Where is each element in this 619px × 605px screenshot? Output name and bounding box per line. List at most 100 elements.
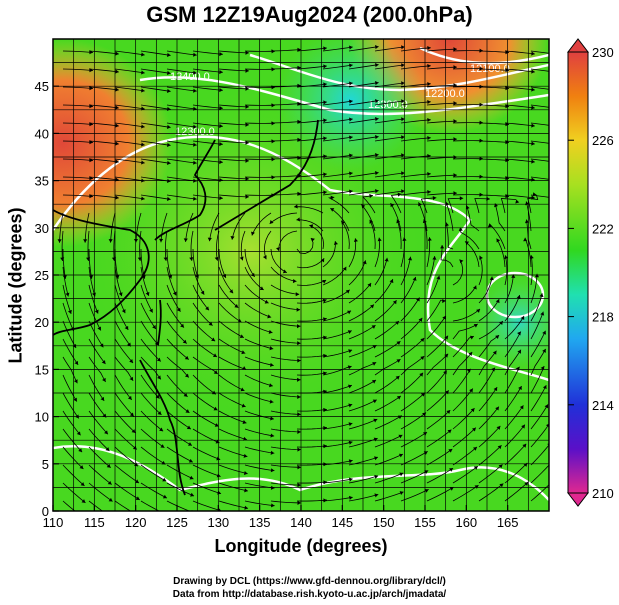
streamline-arrow [115, 195, 119, 200]
streamline [348, 100, 379, 106]
streamline-arrow [141, 196, 145, 201]
streamline [166, 338, 190, 360]
streamline-arrow [156, 357, 161, 362]
streamline [478, 194, 509, 197]
contour-line [249, 53, 549, 92]
streamline-arrow [374, 45, 379, 50]
streamline [166, 68, 197, 74]
y-tick-label: 0 [42, 504, 49, 519]
streamline-arrow [185, 409, 190, 413]
streamline [166, 410, 192, 430]
streamline-arrow [219, 195, 223, 201]
y-tick-label: 40 [35, 126, 49, 141]
streamline [400, 119, 431, 124]
streamline [478, 255, 483, 286]
colorbar-tick-label: 210 [592, 486, 614, 501]
streamline-arrow [264, 299, 269, 304]
streamline [348, 238, 357, 268]
streamline [525, 201, 532, 232]
streamline [140, 464, 167, 482]
streamline-arrow [371, 380, 376, 384]
streamline-arrow [297, 412, 301, 417]
streamline-arrow [323, 462, 327, 467]
streamline [244, 410, 274, 420]
streamline [270, 482, 301, 486]
streamline-arrow [374, 189, 379, 194]
streamline [504, 86, 535, 91]
streamline [244, 248, 256, 278]
streamline [218, 176, 249, 180]
streamline [374, 453, 404, 466]
streamline-arrow [511, 274, 516, 278]
streamline [166, 50, 197, 56]
streamline [270, 175, 301, 178]
streamline [166, 392, 190, 414]
streamline-arrow [495, 335, 500, 339]
streamline-arrow [418, 317, 423, 322]
streamline-arrow [230, 236, 235, 240]
streamline [218, 500, 249, 509]
streamline-arrow [115, 69, 119, 74]
streamline-arrow [374, 456, 378, 461]
streamline [348, 172, 379, 178]
streamline-arrow [539, 293, 544, 298]
streamline [88, 410, 109, 435]
streamline-arrow [322, 317, 327, 322]
streamline-arrow [427, 171, 431, 177]
streamline [374, 237, 380, 268]
streamline-arrow [453, 65, 457, 70]
streamline-arrow [427, 135, 431, 141]
streamline-arrow [397, 192, 402, 197]
streamline [447, 197, 464, 214]
streamline [270, 248, 288, 274]
streamline [140, 104, 171, 110]
streamline-arrow [419, 372, 424, 377]
streamline [348, 136, 379, 142]
streamline-arrow [323, 172, 327, 177]
streamline [114, 284, 126, 314]
streamline [504, 176, 535, 181]
streamline-arrow [453, 47, 457, 52]
streamline-arrow [189, 475, 194, 480]
streamline-arrow [183, 238, 188, 242]
streamline [322, 330, 352, 340]
streamline-arrow [520, 315, 525, 320]
streamline [530, 68, 549, 72]
streamline [478, 122, 509, 125]
streamline [216, 230, 220, 261]
streamline [88, 284, 99, 314]
streamline-arrow [323, 480, 327, 485]
streamline [426, 353, 449, 376]
streamline [374, 100, 405, 106]
streamline-arrow [367, 282, 372, 287]
streamline [114, 320, 132, 347]
china-coast [53, 209, 150, 336]
streamline-arrow [470, 408, 475, 413]
streamline-arrow [436, 275, 441, 280]
streamline-arrow [183, 392, 188, 397]
streamline [62, 410, 81, 436]
streamline [374, 190, 405, 196]
streamline-arrow [91, 292, 96, 297]
streamline [88, 266, 96, 297]
x-tick-label: 145 [331, 515, 353, 530]
streamline [244, 374, 273, 387]
x-tick-label: 135 [249, 515, 271, 530]
streamline [426, 370, 448, 394]
streamline [504, 349, 522, 376]
streamline-arrow [234, 304, 239, 308]
streamline-arrow [469, 335, 474, 340]
streamline [426, 192, 457, 196]
contour-label: 12300.0 [175, 126, 215, 138]
streamline [62, 266, 69, 297]
streamline [530, 255, 533, 286]
streamline [140, 68, 171, 74]
streamline-arrow [453, 101, 457, 106]
streamline [166, 140, 197, 146]
streamline-arrow [241, 403, 246, 408]
streamline [362, 195, 376, 214]
streamline [114, 68, 145, 74]
streamline-arrow [446, 410, 451, 414]
streamline-arrow [557, 124, 561, 128]
streamline [426, 409, 451, 430]
